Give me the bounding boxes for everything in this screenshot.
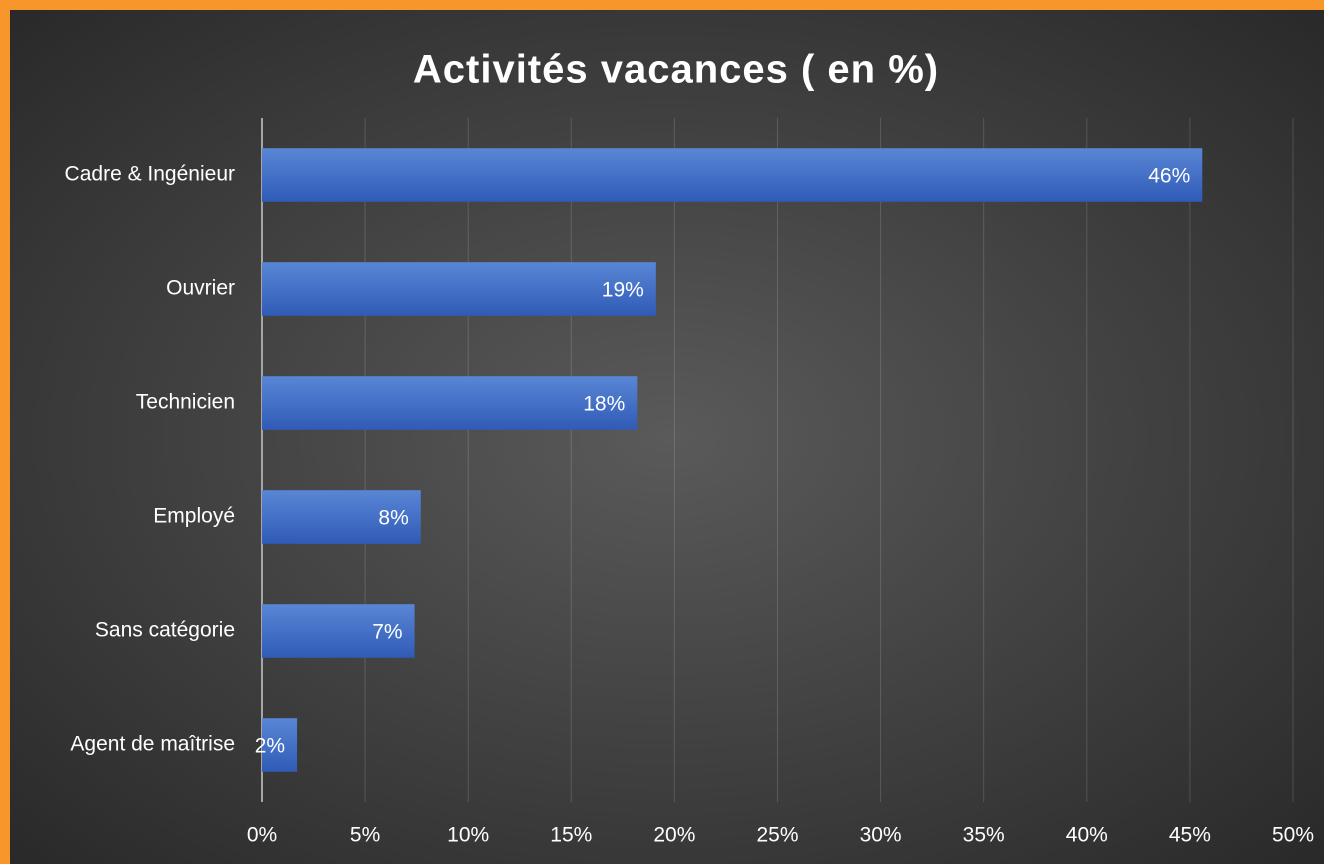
y-tick-label: Cadre & Ingénieur xyxy=(65,163,235,186)
x-tick-label: 10% xyxy=(447,824,489,847)
x-tick-label: 45% xyxy=(1169,824,1211,847)
data-label: 8% xyxy=(378,507,408,530)
bar xyxy=(262,604,415,658)
y-tick-label: Technicien xyxy=(136,391,235,414)
x-tick-label: 40% xyxy=(1066,824,1108,847)
bar xyxy=(262,148,1203,202)
bar xyxy=(262,718,298,772)
x-tick-label: 35% xyxy=(963,824,1005,847)
x-tick-label: 30% xyxy=(860,824,902,847)
y-tick-label: Sans catégorie xyxy=(95,619,235,642)
data-label: 46% xyxy=(1148,165,1190,188)
x-tick-label: 50% xyxy=(1272,824,1314,847)
chart-title: Activités vacances ( en %) xyxy=(413,48,939,92)
y-tick-label: Employé xyxy=(153,505,235,528)
bar xyxy=(262,262,656,316)
data-label: 7% xyxy=(372,621,402,644)
x-tick-label: 5% xyxy=(350,824,380,847)
y-tick-label: Ouvrier xyxy=(166,277,235,300)
data-label: 19% xyxy=(602,279,644,302)
x-tick-label: 0% xyxy=(247,824,277,847)
bar xyxy=(262,490,421,544)
data-label: 2% xyxy=(255,735,285,758)
x-tick-label: 15% xyxy=(550,824,592,847)
x-tick-label: 25% xyxy=(756,824,798,847)
chart: Activités vacances ( en %) 0% 5% 10% 15% 20%… xyxy=(10,10,1324,864)
x-tick-label: 20% xyxy=(653,824,695,847)
bar xyxy=(262,376,638,430)
y-tick-label: Agent de maîtrise xyxy=(70,733,235,756)
data-label: 18% xyxy=(583,393,625,416)
